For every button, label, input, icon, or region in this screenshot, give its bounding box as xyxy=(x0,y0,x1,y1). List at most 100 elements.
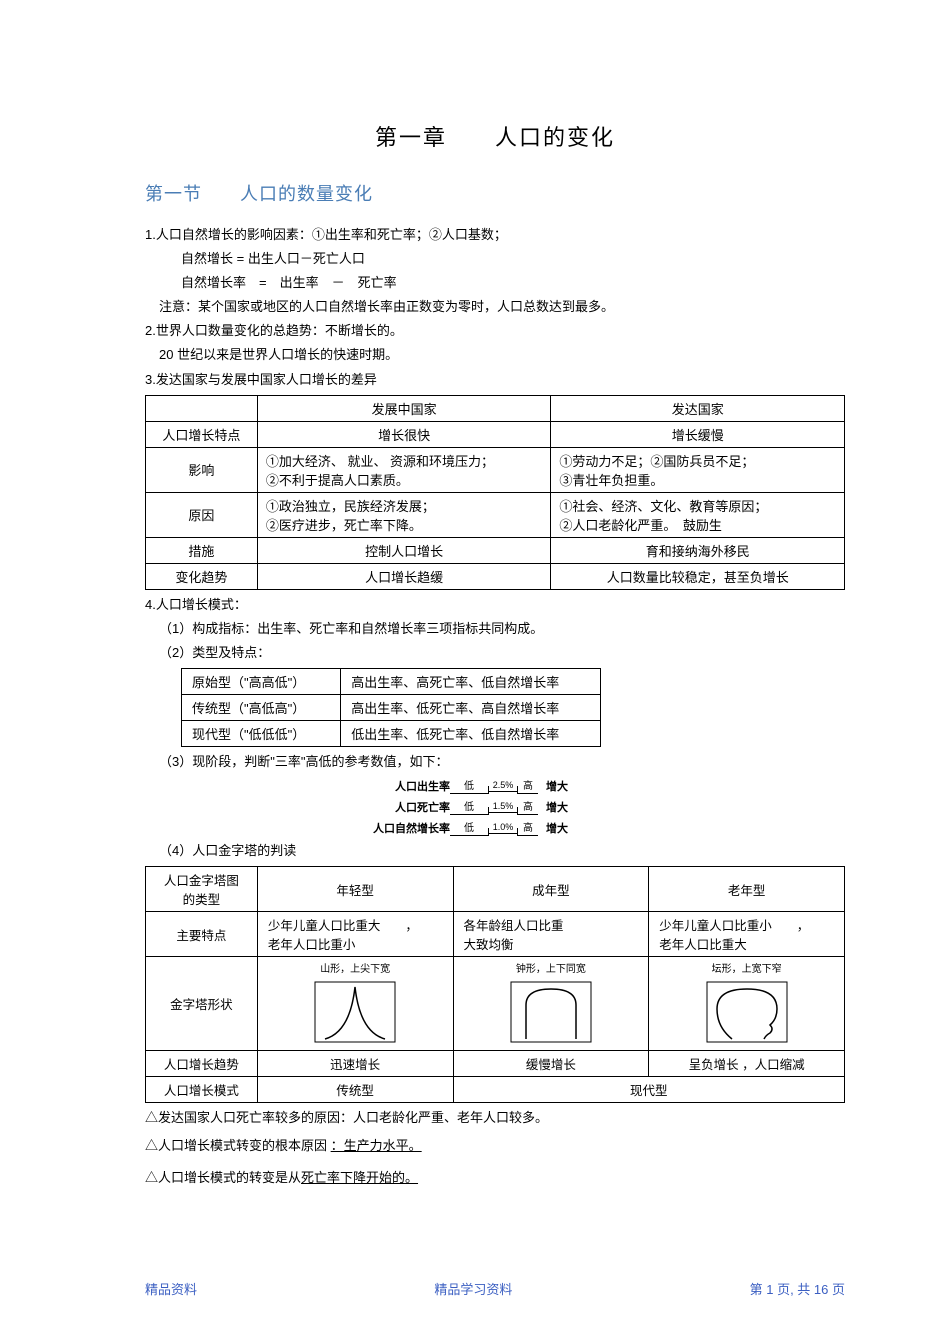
table-row: 主要特点 少年儿童人口比重大 ，老年人口比重小 各年龄组人口比重大致均衡 少年儿… xyxy=(146,912,845,957)
table-cell: 发达国家 xyxy=(551,395,845,421)
table-row: 措施 控制人口增长 育和接纳海外移民 xyxy=(146,537,845,563)
table-cell: 发展中国家 xyxy=(257,395,551,421)
page-footer: 精品资料 精品学习资料 第 1 页, 共 16 页 xyxy=(0,1279,945,1298)
p4-line2: （1）构成指标：出生率、死亡率和自然增长率三项指标共同构成。 xyxy=(145,618,845,640)
note-2b: ：生产力水平。 xyxy=(331,1138,422,1153)
table-cell: 原因 xyxy=(146,492,258,537)
footer-center: 精品学习资料 xyxy=(434,1279,512,1298)
rate-row: 人口自然增长率 低 1.0% 高 增大 xyxy=(355,819,845,836)
pyramid-old: 坛形，上宽下窄 xyxy=(649,957,845,1051)
table-cell: 低出生率、低死亡率、低自然增长率 xyxy=(341,720,601,746)
table-cell: 缓慢增长 xyxy=(453,1051,649,1077)
pyramid-caption: 钟形，上下同宽 xyxy=(460,960,643,975)
table-row: 人口增长趋势 迅速增长 缓慢增长 呈负增长 ，人口缩减 xyxy=(146,1051,845,1077)
table-cell: 成年型 xyxy=(453,867,649,912)
rate-low: 低 xyxy=(450,777,488,794)
table-cell: 现代型 xyxy=(453,1077,844,1103)
table-row: 影响 ①加大经济、 就业、 资源和环境压力；②不利于提高人口素质。 ①劳动力不足… xyxy=(146,447,845,492)
rate-end: 增大 xyxy=(546,799,568,815)
footer-right: 第 1 页, 共 16 页 xyxy=(750,1279,845,1298)
table-cell xyxy=(146,395,258,421)
table-cell: 原始型（"高高低"） xyxy=(182,668,341,694)
table-cell: 人口增长特点 xyxy=(146,421,258,447)
note-1: △发达国家人口死亡率较多的原因：人口老龄化严重、老年人口较多。 xyxy=(145,1107,845,1129)
table-cell: 高出生率、高死亡率、低自然增长率 xyxy=(341,668,601,694)
pyramid-young: 山形，上尖下宽 xyxy=(257,957,453,1051)
table-row: 变化趋势 人口增长趋缓 人口数量比较稳定，甚至负增长 xyxy=(146,563,845,589)
rate-label: 人口自然增长率 xyxy=(355,820,450,836)
rate-val: 1.0% xyxy=(489,822,517,834)
rate-row: 人口死亡率 低 1.5% 高 增大 xyxy=(355,798,845,815)
p4-line1: 4.人口增长模式： xyxy=(145,594,845,616)
table-cell: 措施 xyxy=(146,537,258,563)
rate-high: 高 xyxy=(518,798,538,815)
chapter-title: 第一章 人口的变化 xyxy=(145,120,845,152)
table-cell: 迅速增长 xyxy=(257,1051,453,1077)
section-title: 第一节 人口的数量变化 xyxy=(145,180,845,206)
rate-row: 人口出生率 低 2.5% 高 增大 xyxy=(355,777,845,794)
p2-line1: 2.世界人口数量变化的总趋势：不断增长的。 xyxy=(145,320,845,342)
p2-line2: 20 世纪以来是世界人口增长的快速时期。 xyxy=(145,344,845,366)
note-3: △人口增长模式的转变是从死亡率下降开始的。 xyxy=(145,1167,845,1189)
rate-low: 低 xyxy=(450,798,488,815)
table-row: 人口金字塔图的类型 年轻型 成年型 老年型 xyxy=(146,867,845,912)
table-cell: 增长缓慢 xyxy=(551,421,845,447)
p1-line4: 注意：某个国家或地区的人口自然增长率由正数变为零时，人口总数达到最多。 xyxy=(145,296,845,318)
rate-low: 低 xyxy=(450,819,488,836)
rate-high: 高 xyxy=(518,777,538,794)
pyramid-caption: 山形，上尖下宽 xyxy=(264,960,447,975)
growth-model-table: 原始型（"高高低"） 高出生率、高死亡率、低自然增长率 传统型（"高低高"） 高… xyxy=(181,668,601,747)
table-row: 现代型（"低低低"） 低出生率、低死亡率、低自然增长率 xyxy=(182,720,601,746)
table-cell: 现代型（"低低低"） xyxy=(182,720,341,746)
table-cell: ①劳动力不足；②国防兵员不足；③青壮年负担重。 xyxy=(551,447,845,492)
table-cell: 影响 xyxy=(146,447,258,492)
rate-val: 1.5% xyxy=(489,801,517,813)
p1-line2: 自然增长 = 出生人口－死亡人口 xyxy=(145,248,845,270)
table-row: 原因 ①政治独立，民族经济发展；②医疗进步，死亡率下降。 ①社会、经济、文化、教… xyxy=(146,492,845,537)
note-3a: △人口增长模式的转变是从 xyxy=(145,1170,301,1185)
table-row: 人口增长模式 传统型 现代型 xyxy=(146,1077,845,1103)
rate-diagram: 人口出生率 低 2.5% 高 增大 人口死亡率 低 1.5% 高 增大 人口自然… xyxy=(355,777,845,836)
table-cell: 人口增长趋缓 xyxy=(257,563,551,589)
table-cell: 主要特点 xyxy=(146,912,258,957)
table-cell: 高出生率、低死亡率、高自然增长率 xyxy=(341,694,601,720)
pyramid-caption: 坛形，上宽下窄 xyxy=(655,960,838,975)
p4-line3: （2）类型及特点： xyxy=(145,642,845,664)
rate-label: 人口出生率 xyxy=(355,778,450,794)
rate-label: 人口死亡率 xyxy=(355,799,450,815)
table-row: 发展中国家 发达国家 xyxy=(146,395,845,421)
table-cell: 呈负增长 ，人口缩减 xyxy=(649,1051,845,1077)
table-cell: 传统型（"高低高"） xyxy=(182,694,341,720)
table-cell: 变化趋势 xyxy=(146,563,258,589)
p1-line3: 自然增长率 = 出生率 － 死亡率 xyxy=(145,272,845,294)
note-2: △人口增长模式转变的根本原因 ：生产力水平。 xyxy=(145,1135,845,1157)
table-cell: 各年龄组人口比重大致均衡 xyxy=(453,912,649,957)
table-row: 传统型（"高低高"） 高出生率、低死亡率、高自然增长率 xyxy=(182,694,601,720)
p6-line1: （4）人口金字塔的判读 xyxy=(145,840,845,862)
table-cell: 人口金字塔图的类型 xyxy=(146,867,258,912)
pyramid-table: 人口金字塔图的类型 年轻型 成年型 老年型 主要特点 少年儿童人口比重大 ，老年… xyxy=(145,866,845,1103)
rate-end: 增大 xyxy=(546,820,568,836)
pyramid-shape-icon xyxy=(496,977,606,1047)
footer-left: 精品资料 xyxy=(145,1279,197,1298)
table-cell: 少年儿童人口比重大 ，老年人口比重小 xyxy=(257,912,453,957)
table-cell: 人口增长模式 xyxy=(146,1077,258,1103)
table-cell: ①政治独立，民族经济发展；②医疗进步，死亡率下降。 xyxy=(257,492,551,537)
table-cell: 育和接纳海外移民 xyxy=(551,537,845,563)
table-cell: 传统型 xyxy=(257,1077,453,1103)
pyramid-adult: 钟形，上下同宽 xyxy=(453,957,649,1051)
note-3b: 死亡率下降开始的。 xyxy=(301,1170,418,1185)
p5-line1: （3）现阶段，判断"三率"高低的参考数值，如下： xyxy=(145,751,845,773)
table-cell: 人口数量比较稳定，甚至负增长 xyxy=(551,563,845,589)
p1-line1: 1.人口自然增长的影响因素：①出生率和死亡率；②人口基数； xyxy=(145,224,845,246)
table-cell: ①加大经济、 就业、 资源和环境压力；②不利于提高人口素质。 xyxy=(257,447,551,492)
comparison-table: 发展中国家 发达国家 人口增长特点 增长很快 增长缓慢 影响 ①加大经济、 就业… xyxy=(145,395,845,590)
table-cell: 人口增长趋势 xyxy=(146,1051,258,1077)
table-cell: 增长很快 xyxy=(257,421,551,447)
table-row: 人口增长特点 增长很快 增长缓慢 xyxy=(146,421,845,447)
table-cell: 年轻型 xyxy=(257,867,453,912)
pyramid-shape-icon xyxy=(692,977,802,1047)
note-2a: △人口增长模式转变的根本原因 xyxy=(145,1138,327,1153)
pyramid-shape-icon xyxy=(300,977,410,1047)
rate-val: 2.5% xyxy=(489,780,517,792)
